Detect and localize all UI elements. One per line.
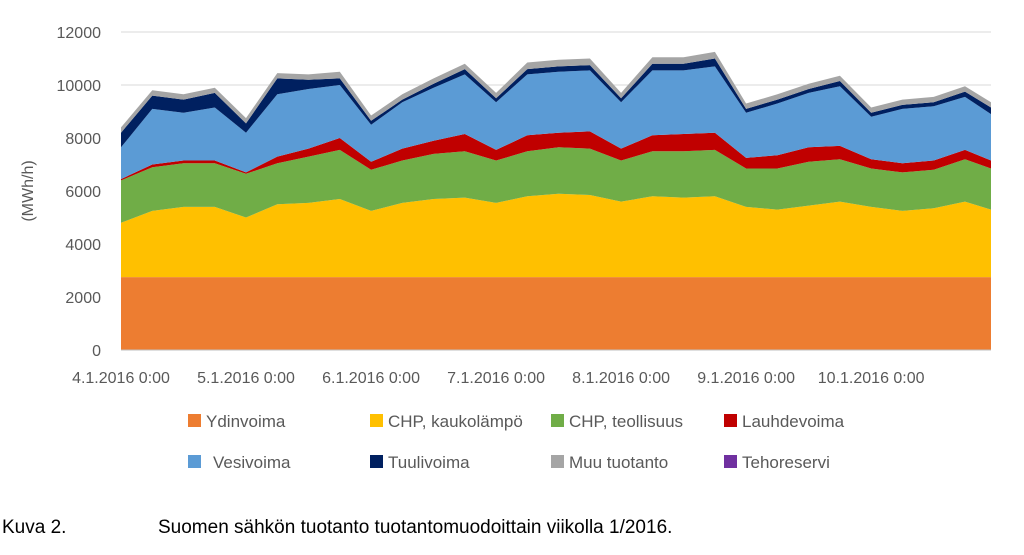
y-tick-label: 4000 bbox=[65, 237, 101, 254]
x-tick-label: 8.1.2016 0:00 bbox=[572, 370, 670, 387]
legend-label: Muu tuotanto bbox=[569, 453, 668, 472]
legend-swatch bbox=[370, 414, 383, 427]
y-axis-label: (MWh/h) bbox=[20, 160, 37, 221]
caption-text: Suomen sähkön tuotanto tuotantomuodoitta… bbox=[158, 517, 673, 538]
legend: Ydinvoima CHP, kaukolämpö CHP, teollisuus L… bbox=[188, 412, 845, 472]
caption-label: Kuva 2. bbox=[2, 517, 67, 538]
legend-swatch bbox=[551, 455, 564, 468]
area-6 bbox=[121, 58, 991, 148]
area-4 bbox=[121, 131, 991, 181]
legend-swatch bbox=[724, 414, 737, 427]
legend-swatch bbox=[551, 414, 564, 427]
y-tick-label: 8000 bbox=[65, 131, 101, 148]
x-tick-label: 7.1.2016 0:00 bbox=[447, 370, 545, 387]
legend-label: Tehoreservi bbox=[742, 453, 830, 472]
x-tick-label: 4.1.2016 0:00 bbox=[72, 370, 170, 387]
legend-swatch bbox=[188, 455, 201, 468]
area-2 bbox=[121, 193, 991, 278]
y-tick-label: 10000 bbox=[57, 78, 102, 95]
axes: 0 2000 4000 6000 8000 10000 12000 4.1.2016 0:00… bbox=[20, 25, 991, 387]
legend-label: CHP, teollisuus bbox=[569, 412, 683, 431]
legend-label: Tuulivoima bbox=[388, 453, 470, 472]
legend-swatch bbox=[188, 414, 201, 427]
legend-label: Vesivoima bbox=[213, 453, 291, 472]
x-tick-label: 10.1.2016 0:00 bbox=[818, 370, 925, 387]
figure-caption: Kuva 2. Suomen sähkön tuotanto tuotantom… bbox=[0, 513, 1024, 553]
y-tick-label: 12000 bbox=[57, 25, 102, 42]
legend-label: CHP, kaukolämpö bbox=[388, 412, 523, 431]
legend-label: Lauhdevoima bbox=[742, 412, 845, 431]
area-7 bbox=[121, 51, 991, 133]
x-tick-label: 5.1.2016 0:00 bbox=[197, 370, 295, 387]
y-tick-label: 2000 bbox=[65, 290, 101, 307]
area-5 bbox=[121, 66, 991, 180]
y-tick-label: 6000 bbox=[65, 184, 101, 201]
x-tick-label: 6.1.2016 0:00 bbox=[322, 370, 420, 387]
area-1 bbox=[121, 277, 991, 350]
legend-swatch bbox=[370, 455, 383, 468]
stacked-area-chart: 0 2000 4000 6000 8000 10000 12000 4.1.2016 0:00… bbox=[20, 25, 991, 472]
legend-label: Ydinvoima bbox=[206, 412, 286, 431]
y-tick-label: 0 bbox=[92, 343, 101, 360]
area-3 bbox=[121, 147, 991, 223]
legend-swatch bbox=[724, 455, 737, 468]
area-series bbox=[121, 51, 991, 350]
x-tick-label: 9.1.2016 0:00 bbox=[697, 370, 795, 387]
